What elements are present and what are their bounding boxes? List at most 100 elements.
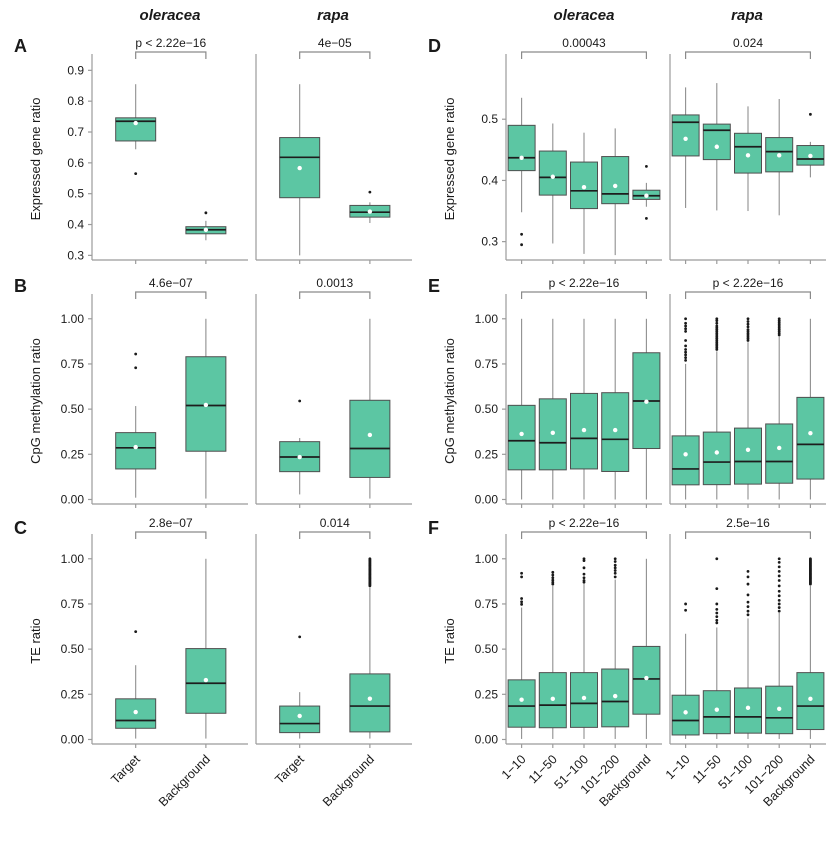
outlier-point: [746, 593, 750, 597]
outlier-point: [582, 557, 586, 561]
iqr-box: [570, 161, 598, 210]
boxplot-51−100: [734, 106, 762, 212]
mean-dot: [550, 696, 555, 702]
outlier-point: [134, 366, 138, 370]
p-value-label: 0.00043: [562, 36, 606, 50]
outlier-point: [298, 635, 302, 639]
right-column: oleracea rapa D Expressed gene ratio 0.3 0.…: [414, 0, 827, 841]
mean-dot: [203, 402, 209, 408]
y-tick-label: 0.25: [61, 447, 85, 461]
boxplot-101−200: [765, 99, 794, 216]
iqr-box: [349, 673, 391, 733]
column-titles-right: oleracea rapa: [414, 0, 827, 30]
outlier-point: [746, 613, 750, 617]
outlier-point: [777, 560, 781, 564]
boxplot-51−100: [734, 317, 762, 500]
p-value-label: 0.0013: [316, 276, 353, 290]
subpanel-rapa: 4e−05: [255, 36, 412, 264]
y-tick-label: 0.00: [475, 732, 499, 746]
boxplot-1−10: [507, 318, 536, 500]
panel-E: E CpG methylation ratio 0.00 0.25 0.50 0.75 1.…: [414, 270, 827, 512]
mean-dot: [519, 431, 524, 437]
panel-letter: C: [14, 518, 27, 538]
boxplot-Target: [279, 399, 321, 495]
outlier-point: [715, 618, 719, 622]
outlier-point: [746, 582, 750, 586]
boxplot-Target: [115, 84, 157, 176]
subpanel-oleracea: 0.3 0.4 0.5 0.00043: [481, 36, 662, 264]
boxplot-Background: [796, 112, 825, 178]
y-tick-label: 0.5: [67, 187, 84, 201]
outlier-point: [684, 344, 687, 348]
significance-bracket: 0.00043: [521, 36, 647, 59]
boxplot-Background: [632, 558, 661, 739]
mean-dot: [745, 447, 751, 452]
outlier-point: [746, 609, 750, 613]
outlier-point: [613, 557, 617, 561]
iqr-box: [796, 396, 825, 480]
y-tick-label: 0.00: [61, 732, 85, 746]
outlier-point: [777, 609, 781, 613]
outlier-point: [684, 327, 687, 331]
y-tick-label: 0.75: [61, 357, 85, 371]
mean-dot: [133, 709, 138, 715]
column-titles-left: oleracea rapa: [0, 0, 414, 30]
significance-bracket: 2.8e−07: [135, 516, 207, 539]
p-value-label: p < 2.22e−16: [549, 516, 620, 530]
boxplot-51−100: [570, 557, 598, 739]
mean-dot: [297, 454, 302, 460]
p-value-label: 4.6e−07: [149, 276, 193, 290]
mean-dot: [297, 713, 302, 719]
outlier-point: [746, 320, 750, 323]
y-tick-label: 0.50: [61, 642, 85, 656]
outlier-point: [684, 602, 687, 606]
significance-bracket: 4.6e−07: [135, 276, 207, 299]
outlier-point: [520, 600, 523, 604]
outlier-point: [684, 356, 687, 360]
p-value-label: p < 2.22e−16: [713, 276, 784, 290]
p-value-label: 2.8e−07: [149, 516, 193, 530]
y-tick-label: 0.25: [475, 687, 499, 701]
significance-bracket: 0.024: [685, 36, 811, 59]
outlier-point: [684, 324, 687, 328]
outlier-point: [551, 580, 555, 584]
iqr-box: [702, 690, 731, 735]
outlier-point: [551, 578, 555, 582]
iqr-box: [601, 156, 630, 205]
x-tick-label: Background: [156, 752, 213, 809]
boxplot-101−200: [765, 557, 794, 739]
significance-bracket: p < 2.22e−16: [521, 516, 647, 539]
outlier-point: [684, 348, 687, 351]
mean-dot: [808, 430, 813, 436]
boxplot-1−10: [671, 87, 700, 208]
mean-dot: [777, 153, 782, 158]
significance-bracket: 0.0013: [299, 276, 371, 299]
boxplot-Background: [632, 164, 661, 220]
outlier-point: [809, 112, 812, 116]
outlier-point: [613, 571, 617, 575]
y-tick-label: 1.00: [475, 312, 499, 326]
panel-letter: B: [14, 276, 27, 296]
mean-dot: [644, 399, 649, 404]
boxplot-Target: [115, 352, 157, 498]
y-tick-label: 0.25: [475, 447, 499, 461]
x-tick-label: 1−10: [499, 752, 529, 782]
panel-C: C TE ratio 0.00 0.25 0.50 0.75 1.00 Target Backg…: [0, 512, 414, 841]
boxplot-Target: [279, 84, 321, 256]
panel-letter: D: [428, 36, 441, 56]
panel-letter: A: [14, 36, 27, 56]
panel-B: B CpG methylation ratio 0.00 0.25 0.50 0.75 1.…: [0, 270, 414, 512]
outlier-point: [134, 630, 138, 634]
iqr-box: [538, 150, 567, 196]
panel-D: D Expressed gene ratio 0.3 0.4 0.5 0.00043 0.0…: [414, 30, 827, 270]
iqr-box: [702, 431, 731, 486]
boxplot-11−50: [702, 557, 731, 739]
subpanel-rapa: 0.0013: [255, 276, 412, 508]
outlier-point: [520, 602, 523, 606]
iqr-box: [671, 694, 700, 736]
boxplot-1−10: [671, 317, 700, 500]
outlier-point: [684, 321, 687, 325]
mean-dot: [683, 710, 688, 715]
outlier-point: [613, 560, 617, 563]
